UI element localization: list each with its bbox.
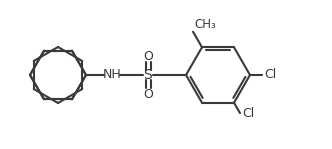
Polygon shape [28, 45, 88, 105]
Text: S: S [144, 68, 152, 82]
Text: CH₃: CH₃ [194, 18, 216, 31]
Text: O: O [143, 87, 153, 100]
Text: NH: NH [103, 69, 122, 82]
Text: Cl: Cl [242, 107, 254, 120]
Text: Cl: Cl [264, 69, 276, 82]
Text: O: O [143, 49, 153, 62]
